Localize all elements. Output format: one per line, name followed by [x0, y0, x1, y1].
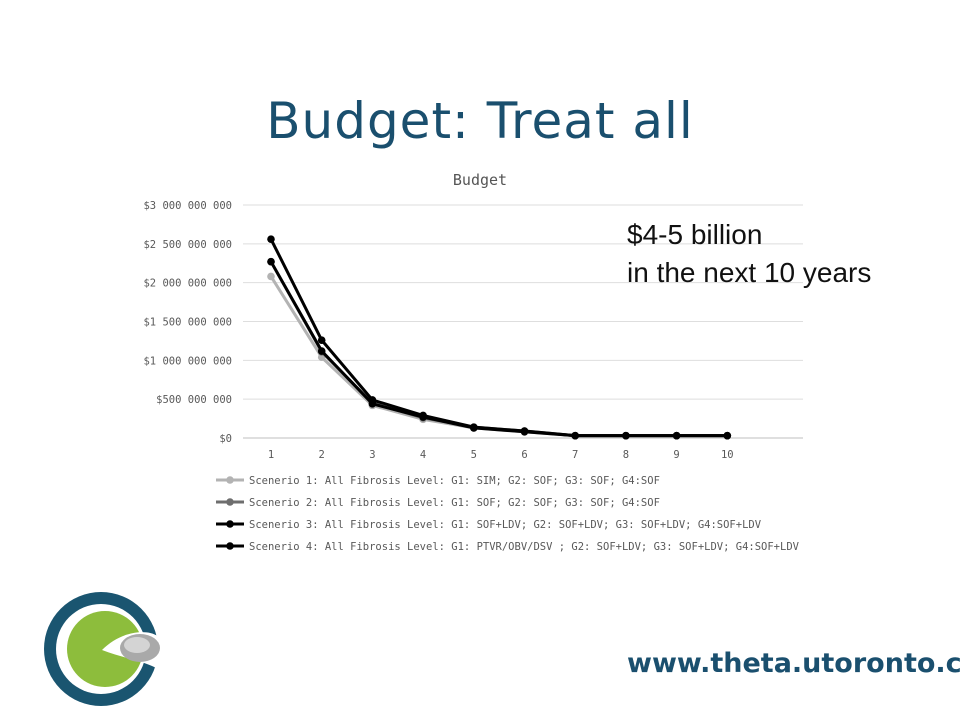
y-tick-label: $2 000 000 000: [143, 278, 232, 290]
x-tick-label: 1: [268, 449, 274, 461]
x-tick-label: 8: [623, 449, 629, 461]
y-tick-label: $1 500 000 000: [143, 317, 232, 329]
x-tick-label: 5: [471, 449, 477, 461]
data-point: [723, 431, 732, 440]
x-tick-label: 6: [521, 449, 527, 461]
data-point: [267, 235, 275, 243]
data-point: [368, 400, 377, 408]
legend-swatch-marker: [226, 476, 234, 484]
data-point: [672, 431, 681, 440]
legend-label: Scenerio 2: All Fibrosis Level: G1: SOF;…: [249, 497, 660, 509]
legend-label: Scenerio 1: All Fibrosis Level: G1: SIM;…: [249, 475, 660, 487]
legend-swatch-marker: [226, 520, 234, 528]
series-line-1: [269, 275, 728, 438]
theta-logo: [44, 592, 160, 706]
series-line-4: [269, 260, 728, 438]
y-tick-label: $500 000 000: [156, 394, 232, 406]
legend-swatch-marker: [226, 542, 234, 550]
x-tick-label: 4: [420, 449, 426, 461]
website-url: www.theta.utoronto.ca: [627, 648, 960, 679]
y-tick-label: $2 500 000 000: [143, 239, 232, 251]
x-tick-label: 9: [673, 449, 679, 461]
y-tick-label: $3 000 000 000: [143, 200, 232, 212]
budget-callout: $4-5 billion in the next 10 years: [627, 216, 871, 292]
legend-swatch-marker: [226, 498, 234, 506]
x-tick-label: 10: [721, 449, 734, 461]
x-tick-label: 2: [319, 449, 325, 461]
callout-line-2: in the next 10 years: [627, 257, 872, 288]
y-tick-label: $1 000 000 000: [143, 355, 232, 367]
data-point: [622, 431, 630, 440]
data-point: [571, 431, 579, 440]
data-point: [317, 347, 326, 355]
callout-line-1: $4-5 billion: [627, 219, 763, 250]
data-point: [419, 413, 427, 421]
legend-label: Scenerio 3: All Fibrosis Level: G1: SOF+…: [249, 519, 762, 531]
legend-label: Scenerio 4: All Fibrosis Level: G1: PTVR…: [249, 541, 800, 553]
data-point: [470, 424, 478, 432]
data-point: [267, 257, 275, 266]
x-tick-label: 7: [572, 449, 578, 461]
slide-title: Budget: Treat all: [266, 92, 694, 150]
data-point: [520, 427, 529, 436]
data-point: [317, 336, 326, 344]
y-tick-label: $0: [219, 433, 232, 445]
data-point: [267, 272, 275, 281]
x-tick-label: 3: [369, 449, 375, 461]
chart-title: Budget: [453, 171, 507, 189]
